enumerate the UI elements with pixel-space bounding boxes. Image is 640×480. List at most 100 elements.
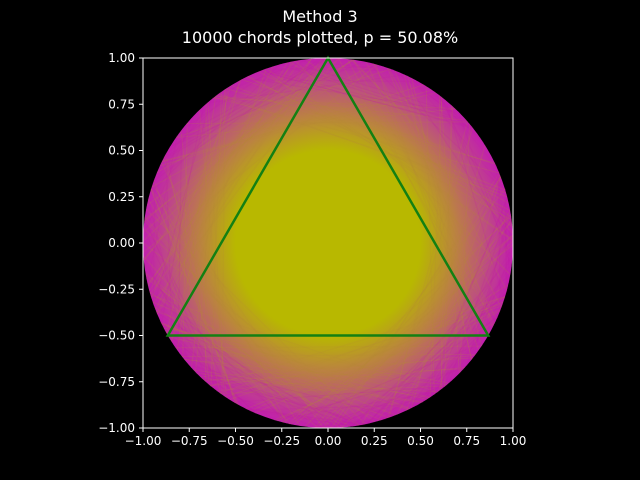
- chord-line: [421, 197, 508, 403]
- chord-line: [193, 369, 424, 403]
- chord-line: [250, 410, 355, 427]
- chord-line: [145, 273, 287, 424]
- chord-line: [264, 66, 384, 70]
- chord-line: [150, 294, 438, 393]
- inscribed-triangle: [165, 55, 491, 337]
- chord-line: [496, 264, 513, 319]
- chord-line: [153, 180, 237, 404]
- chord-line: [206, 74, 406, 104]
- chord-line: [218, 93, 508, 198]
- chord-line: [156, 59, 355, 173]
- chord-line: [337, 58, 495, 324]
- chord-line: [189, 364, 395, 417]
- chord-line: [152, 301, 411, 410]
- chord-line: [360, 177, 502, 426]
- chord-line: [165, 153, 173, 343]
- chord-line: [231, 84, 506, 191]
- chord-line: [415, 383, 448, 407]
- chord-line: [266, 68, 514, 240]
- chord-line: [439, 95, 443, 389]
- chord-line: [406, 75, 482, 139]
- chord-line: [161, 89, 433, 162]
- y-tick-label: −0.50: [98, 329, 135, 343]
- chord-line: [330, 176, 502, 429]
- chord-line: [305, 58, 513, 228]
- chord-line: [250, 297, 505, 412]
- chord-line: [413, 311, 501, 408]
- chord-line: [163, 327, 450, 384]
- chord-line: [153, 99, 212, 306]
- chord-line: [192, 368, 366, 425]
- chord-line: [318, 393, 435, 429]
- chord-line: [216, 366, 465, 392]
- chord-line: [194, 87, 228, 372]
- chord-line: [457, 111, 512, 268]
- chord-line: [274, 322, 495, 421]
- chord-line: [310, 422, 371, 428]
- chord-line: [181, 353, 476, 357]
- chord-line: [169, 57, 329, 148]
- chord-line: [144, 216, 329, 429]
- chord-line: [190, 89, 226, 368]
- chord-line: [361, 379, 453, 426]
- chord-line: [282, 63, 467, 122]
- chord-line: [156, 312, 343, 428]
- chord-line: [351, 273, 511, 427]
- chord-line: [143, 261, 230, 400]
- chord-line: [161, 323, 338, 429]
- chord-line: [219, 303, 503, 394]
- chord-line: [152, 303, 291, 425]
- chord-line: [174, 57, 325, 140]
- chord-line: [350, 59, 513, 226]
- chord-line: [150, 188, 238, 405]
- chord-line: [216, 94, 507, 194]
- chord-line: [142, 242, 376, 423]
- x-tick-label: 0.75: [453, 434, 480, 448]
- chord-line: [165, 331, 409, 411]
- chord-line: [286, 341, 485, 424]
- chord-line: [258, 71, 509, 204]
- chord-line: [260, 70, 474, 130]
- chord-line: [186, 121, 468, 124]
- chord-line: [156, 58, 313, 315]
- chord-line: [143, 227, 218, 392]
- chord-line: [248, 404, 419, 411]
- chord-line: [145, 208, 366, 425]
- chord-line: [317, 418, 386, 429]
- inner-region: [235, 150, 421, 336]
- chord-line: [254, 308, 501, 414]
- chord-line: [437, 176, 502, 392]
- chord-line: [213, 96, 500, 174]
- x-tick-label: −1.00: [125, 434, 162, 448]
- chord-line: [410, 246, 514, 409]
- chord-line: [295, 60, 511, 276]
- chord-line: [143, 228, 360, 426]
- chord-line: [410, 144, 486, 409]
- chord-line: [366, 292, 507, 425]
- chord-line: [170, 68, 267, 342]
- chord-line: [263, 69, 469, 123]
- chord-line: [448, 207, 510, 383]
- chord-line: [322, 221, 513, 429]
- chord-line: [347, 58, 490, 334]
- chord-line: [149, 57, 327, 295]
- x-tick-label: −0.75: [171, 434, 208, 448]
- chord-line: [366, 281, 510, 425]
- chord-line: [438, 94, 514, 241]
- chord-line: [245, 407, 366, 425]
- chord-line: [210, 91, 222, 387]
- chord-line: [366, 403, 420, 425]
- chord-line: [388, 68, 508, 291]
- chord-line: [161, 323, 397, 416]
- chord-line: [182, 122, 188, 358]
- chord-line: [142, 115, 195, 237]
- chord-line: [341, 240, 514, 428]
- chord-line: [273, 368, 464, 421]
- y-tick-label: −0.75: [98, 375, 135, 389]
- chord-line: [161, 106, 204, 324]
- chord-line: [433, 90, 498, 168]
- chord-line: [143, 60, 296, 261]
- chord-line: [154, 306, 351, 428]
- chord-line: [162, 57, 339, 161]
